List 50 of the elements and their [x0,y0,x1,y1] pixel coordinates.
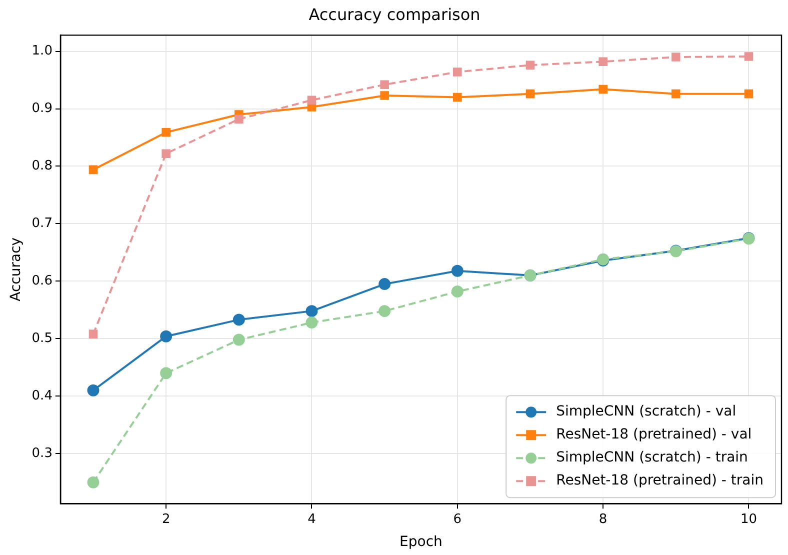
point [744,52,754,61]
point [672,89,680,98]
point [162,128,170,137]
point [453,68,462,76]
point [88,330,98,338]
legend-label: SimpleCNN (scratch) - train [556,450,748,466]
point [451,286,464,298]
point [453,92,462,102]
x-tick-label: 6 [453,512,462,527]
point [744,89,754,98]
point [162,149,170,158]
y-tick-label: 0.4 [32,388,52,404]
chart-title: Accuracy comparison [308,4,480,24]
legend-label: ResNet-18 (pretrained) - val [556,426,752,443]
point [451,264,464,277]
point [378,278,391,290]
y-tick-label: 0.3 [32,446,52,461]
point [672,52,680,62]
y-tick-label: 0.8 [32,158,52,174]
x-axis-title: Epoch [400,534,442,550]
point [598,84,608,94]
point [306,305,318,318]
point [88,165,98,174]
point [378,305,391,318]
legend-label: SimpleCNN (scratch) - val [556,404,736,420]
point [232,314,245,326]
x-tick-label: 2 [162,512,170,527]
point [160,330,172,342]
point [234,114,244,124]
point [380,91,389,100]
y-tick-label: 0.9 [32,101,52,116]
legend-label: ResNet-18 (pretrained) - train [556,472,764,489]
point [307,96,316,105]
point [306,316,318,329]
x-tick-label: 4 [308,512,316,527]
point [598,57,608,66]
point [380,80,389,90]
y-tick-label: 1.0 [32,44,52,59]
point [232,334,245,346]
y-tick-label: 0.6 [32,274,52,289]
y-axis-title: Accuracy [8,237,24,302]
point [87,476,100,488]
x-tick-label: 10 [740,512,757,527]
point [87,384,100,396]
x-tick-label: 8 [598,512,608,527]
y-tick-label: 0.5 [32,331,52,346]
point [526,89,535,98]
point [526,60,535,70]
point [160,367,172,380]
y-tick-label: 0.7 [32,216,52,232]
